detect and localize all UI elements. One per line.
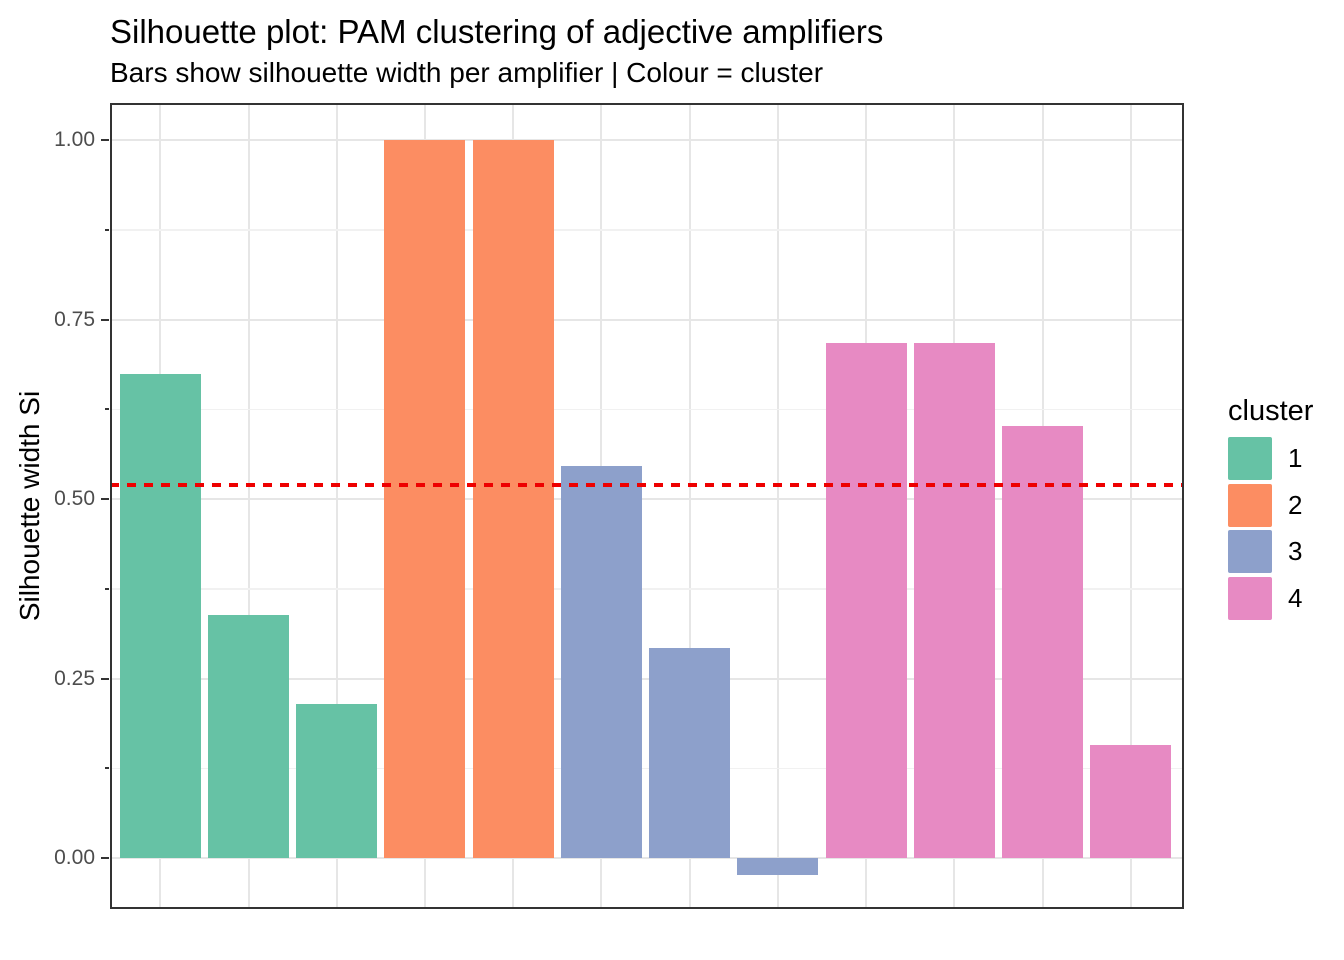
silhouette-bar-cluster-3: [649, 648, 731, 858]
legend-swatch-cluster-3: [1228, 530, 1272, 573]
gridline-minor: [110, 767, 1184, 770]
gridline-major: [110, 857, 1184, 859]
silhouette-bar-cluster-1: [296, 704, 378, 858]
y-axis-major-tick: [101, 139, 109, 141]
silhouette-bar-cluster-4: [913, 343, 995, 858]
legend-label-cluster-3: 3: [1288, 536, 1303, 566]
y-axis-minor-tick: [105, 767, 109, 770]
silhouette-bar-cluster-4: [1090, 745, 1172, 858]
y-tick-label: 1.00: [54, 128, 95, 151]
plot-panel: [110, 103, 1184, 909]
legend-label-cluster-2: 2: [1288, 490, 1303, 520]
gridline-minor: [110, 408, 1184, 411]
legend-swatch-cluster-4: [1228, 577, 1272, 620]
gridline-vertical: [1129, 103, 1132, 909]
y-tick-label: 0.50: [54, 487, 95, 510]
silhouette-bar-cluster-2: [472, 140, 554, 858]
y-axis-minor-tick: [105, 587, 109, 590]
y-axis-major-tick: [101, 318, 109, 321]
chart-title: Silhouette plot: PAM clustering of adjec…: [110, 13, 884, 50]
legend-title: cluster: [1228, 395, 1314, 427]
legend: cluster 1 2 3 4: [1228, 395, 1344, 625]
legend-label-cluster-4: 4: [1288, 583, 1303, 613]
reference-line: [110, 482, 1184, 487]
gridline-major: [110, 318, 1184, 321]
silhouette-bar-cluster-1: [208, 615, 290, 858]
y-axis-major-tick: [101, 498, 109, 500]
gridline-major: [110, 498, 1184, 500]
legend-swatch-cluster-1: [1228, 437, 1272, 480]
y-tick-label: 0.00: [54, 846, 95, 869]
silhouette-bar-cluster-4: [1002, 425, 1084, 858]
gridline-minor: [110, 229, 1184, 231]
gridline-major: [110, 139, 1184, 141]
y-axis-major-tick: [101, 857, 109, 859]
y-axis-major-tick: [101, 677, 109, 680]
legend-swatch-cluster-2: [1228, 484, 1272, 527]
legend-label-cluster-1: 1: [1288, 443, 1303, 473]
silhouette-bar-cluster-3: [560, 465, 642, 858]
silhouette-bar-cluster-4: [825, 343, 907, 858]
y-tick-label: 0.75: [54, 307, 95, 331]
y-axis-minor-tick: [105, 408, 109, 411]
y-tick-label: 0.25: [54, 666, 95, 690]
gridline-vertical: [688, 103, 691, 909]
silhouette-bar-cluster-3: [737, 858, 819, 876]
y-axis-minor-tick: [105, 228, 109, 231]
silhouette-bar-cluster-2: [384, 140, 466, 858]
gridline-major: [110, 677, 1184, 680]
chart-subtitle: Bars show silhouette width per amplifier…: [110, 57, 824, 88]
gridline-vertical: [335, 103, 338, 909]
gridline-vertical: [776, 103, 779, 909]
gridline-minor: [110, 588, 1184, 590]
gridline-vertical: [247, 103, 250, 909]
silhouette-bar-cluster-1: [119, 374, 201, 858]
